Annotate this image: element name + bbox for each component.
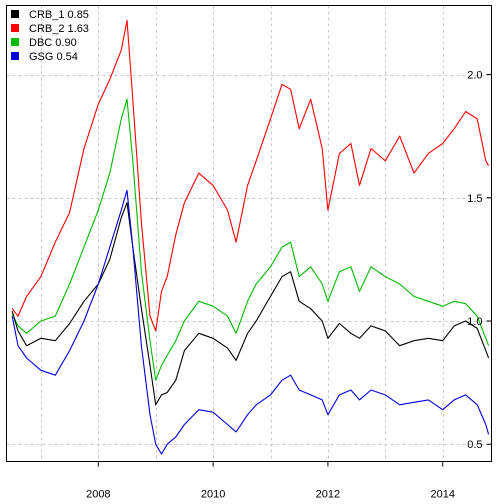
y-tick-label: 0.5: [467, 439, 482, 451]
legend-label: DBC 0.90: [29, 37, 77, 49]
y-tick-label: 1.0: [467, 316, 482, 328]
grid-layer: [6, 5, 492, 462]
legend-swatch: [11, 52, 19, 60]
y-tick-label: 1.5: [467, 193, 482, 205]
legend-swatch: [11, 24, 19, 32]
legend-swatch: [11, 10, 19, 18]
series-line-gsg: [11, 189, 490, 455]
series-layer: [11, 19, 490, 455]
legend-label: GSG 0.54: [29, 51, 78, 63]
y-tick-label: 2.0: [467, 70, 482, 82]
legend-label: CRB_2 1.63: [29, 23, 89, 35]
series-line-dbc: [11, 98, 490, 381]
legend-swatch: [11, 38, 19, 46]
legend-label: CRB_1 0.85: [29, 9, 89, 21]
x-tick-label: 2014: [430, 489, 454, 501]
x-tick-label: 2012: [316, 489, 340, 501]
plot-frame: [6, 5, 492, 462]
x-tick-label: 2008: [86, 489, 110, 501]
x-tick-label: 2010: [201, 489, 225, 501]
axis-layer: 2008 2010 2012 2014 0.5 1.0 1.5 2.0: [86, 70, 492, 501]
series-line-crb-2: [11, 19, 490, 332]
legend: CRB_1 0.85 CRB_2 1.63 DBC 0.90 GSG 0.54: [11, 9, 89, 63]
series-line-crb-1: [11, 202, 490, 406]
